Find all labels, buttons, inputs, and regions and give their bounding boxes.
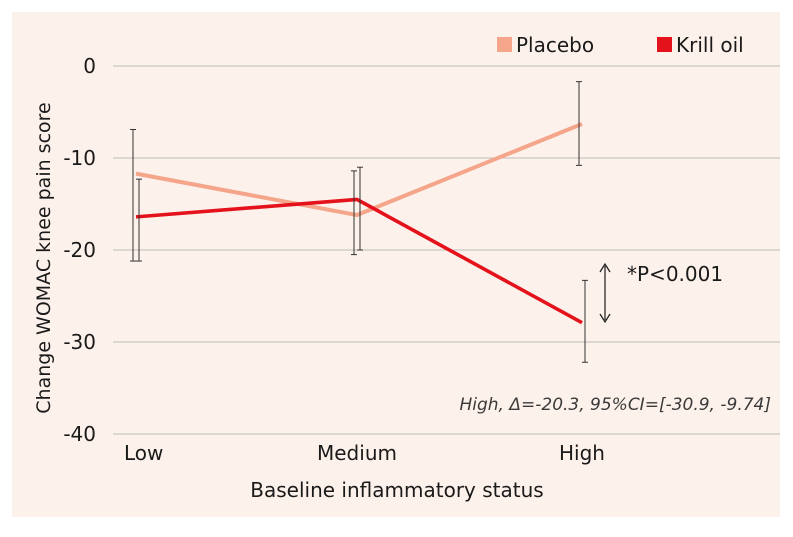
legend-swatch-placebo xyxy=(497,37,512,52)
y-tick-label: -10 xyxy=(63,146,96,170)
effect-annotation: High, Δ=-20.3, 95%CI=[-30.9, -9.74] xyxy=(459,395,771,415)
y-tick-label: -40 xyxy=(63,422,96,446)
x-tick-label: High xyxy=(559,441,605,465)
x-tick-label: Low xyxy=(124,441,163,465)
legend-label-placebo: Placebo xyxy=(516,33,594,57)
x-tick-label: Medium xyxy=(317,441,397,465)
y-axis-label: Change WOMAC knee pain score xyxy=(33,102,55,413)
legend-swatch-krill-oil xyxy=(657,37,672,52)
significance-label: *P<0.001 xyxy=(627,262,723,286)
legend-label-krill-oil: Krill oil xyxy=(676,33,744,57)
y-tick-label: -30 xyxy=(63,330,96,354)
y-tick-label: -20 xyxy=(63,238,96,262)
x-axis-label: Baseline inflammatory status xyxy=(250,478,543,502)
y-tick-label: 0 xyxy=(83,54,96,78)
